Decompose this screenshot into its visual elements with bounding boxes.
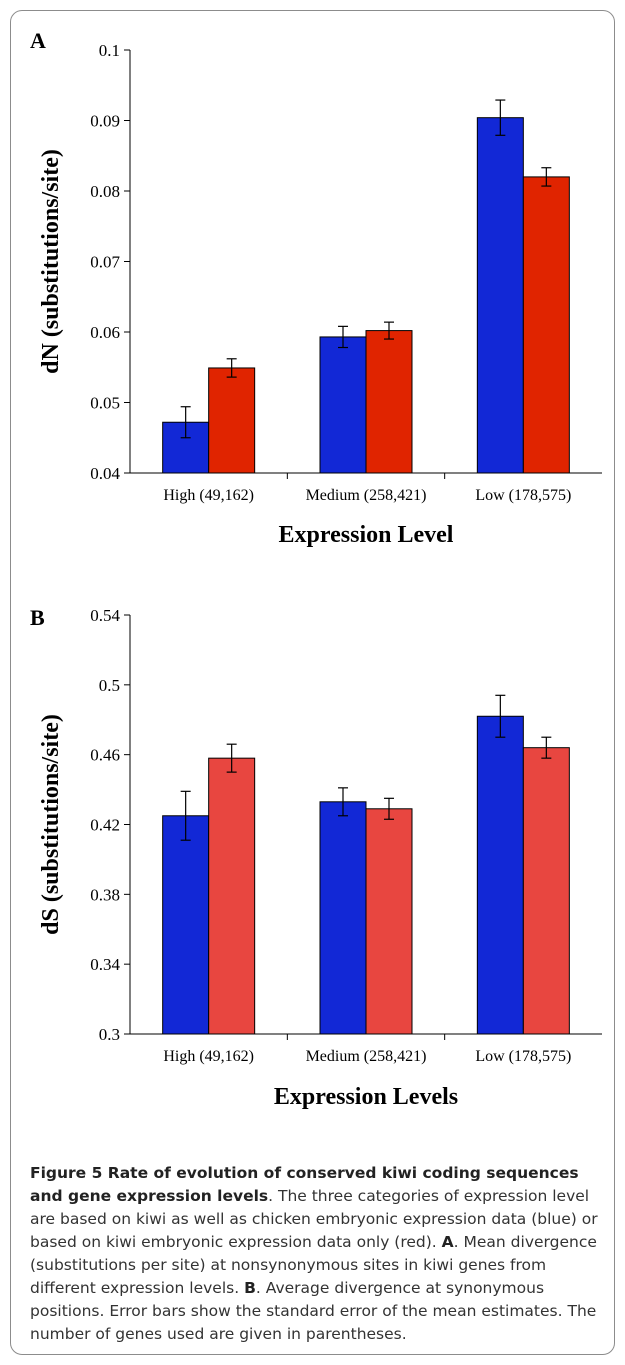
y-tick-label: 0.1: [99, 41, 120, 60]
y-tick-label: 0.09: [90, 112, 120, 131]
y-tick-label: 0.07: [90, 253, 120, 272]
bar: [208, 367, 256, 474]
bar: [476, 117, 524, 474]
y-tick-label: 0.04: [90, 464, 120, 483]
bar: [319, 336, 367, 474]
caption-text-1: . The three categories of expression lev…: [30, 1187, 598, 1251]
y-axis-label: dS (substitutions/site): [38, 714, 64, 935]
figure-caption: Figure 5 Rate of evolution of conserved …: [30, 1162, 598, 1346]
bar: [522, 747, 570, 1035]
y-tick-label: 0.46: [90, 746, 120, 765]
x-tick-label: Low (178,575): [475, 487, 571, 504]
bar: [522, 176, 570, 474]
bar: [162, 815, 210, 1035]
caption-text-2: . Mean divergence (substitutions per sit…: [30, 1233, 597, 1297]
x-tick-label: Medium (258,421): [306, 487, 427, 504]
bar: [365, 808, 413, 1035]
panel-letter: A: [30, 28, 46, 53]
caption-title: Figure 5 Rate of evolution of conserved …: [30, 1164, 579, 1205]
x-tick-label: High (49,162): [163, 487, 254, 504]
bar: [208, 757, 256, 1035]
chart-b: B 0.3 0.34 0.38 0.42 0.46 0.5 0.54 dS (substitut…: [30, 605, 602, 1110]
y-tick-label: 0.06: [90, 323, 120, 342]
bar: [365, 330, 413, 474]
y-tick-label: 0.5: [99, 676, 120, 695]
x-tick-label: Medium (258,421): [306, 1048, 427, 1065]
y-axis-label: dN (substitutions/site): [38, 149, 64, 374]
chart-a: A 0.04 0.05 0.06 0.07 0.08 0.09 0.1 dN (substitu…: [30, 28, 602, 548]
y-tick-label: 0.54: [90, 606, 120, 625]
panel-letter: B: [30, 605, 45, 630]
y-tick-label: 0.05: [90, 394, 120, 413]
bar: [319, 801, 367, 1035]
x-tick-label: High (49,162): [163, 1048, 254, 1065]
caption-panel-a-label: A: [441, 1233, 454, 1251]
x-axis-label: Expression Level: [279, 522, 454, 548]
y-tick-label: 0.38: [90, 885, 120, 904]
bar: [476, 715, 524, 1035]
x-tick-label: Low (178,575): [475, 1048, 571, 1065]
y-tick-label: 0.08: [90, 182, 120, 201]
caption-text-3: . Average divergence at synonymous posit…: [30, 1279, 597, 1343]
x-axis-label: Expression Levels: [274, 1084, 458, 1110]
y-tick-label: 0.42: [90, 816, 120, 835]
caption-panel-b-label: B: [244, 1279, 256, 1297]
y-tick-label: 0.3: [99, 1025, 120, 1044]
y-tick-label: 0.34: [90, 955, 120, 974]
